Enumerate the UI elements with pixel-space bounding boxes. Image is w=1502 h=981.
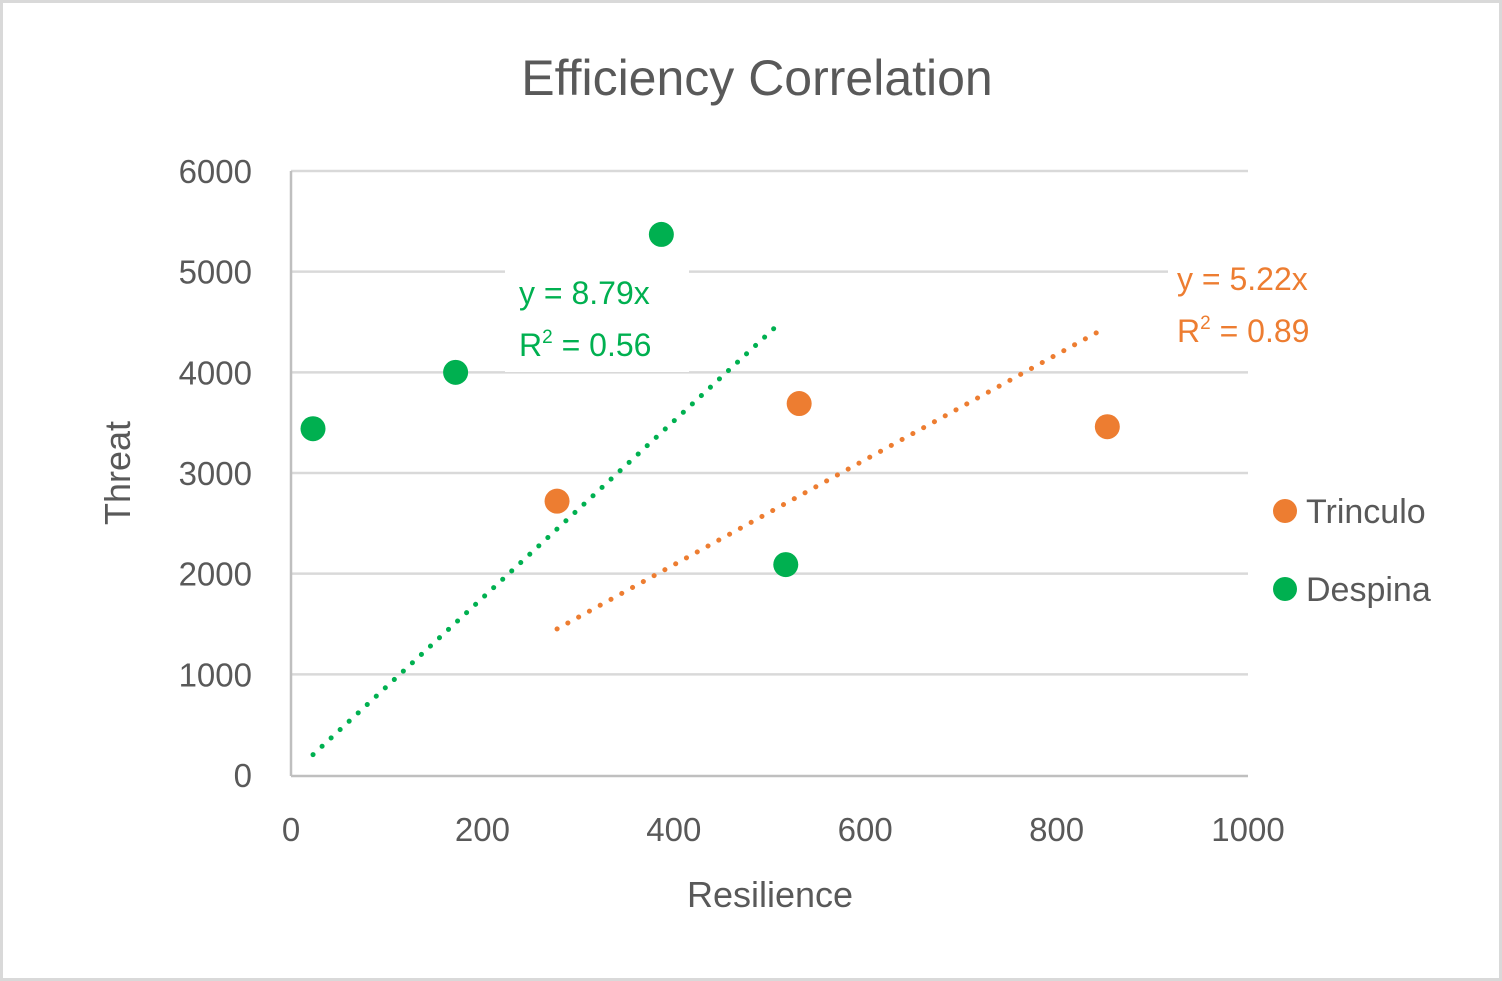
legend-label: Trinculo xyxy=(1306,493,1426,531)
data-point-trinculo xyxy=(786,391,812,417)
trendline-labels: y = 5.22x R2 = 0.89 y = 8.79x R2 = 0.56 xyxy=(505,250,1338,372)
y-tick-label: 1000 xyxy=(179,656,252,693)
legend-marker xyxy=(1273,577,1297,601)
data-point-despina xyxy=(773,552,799,578)
trendline-trinculo xyxy=(554,330,1100,632)
legend-label: Despina xyxy=(1306,571,1431,609)
data-point-trinculo xyxy=(1094,414,1120,440)
y-tick-label: 5000 xyxy=(179,254,252,291)
label-background xyxy=(1168,250,1338,340)
trendlines xyxy=(310,322,1100,758)
data-point-despina xyxy=(443,359,469,385)
data-point-despina xyxy=(648,221,674,247)
x-tick-label: 0 xyxy=(282,811,300,848)
trendline-label-despina: y = 8.79x R2 = 0.56 xyxy=(505,264,689,372)
r-squared: R2 = 0.89 xyxy=(1177,313,1309,349)
y-tick-label: 6000 xyxy=(179,153,252,190)
label-background xyxy=(505,264,689,372)
y-tick-label: 2000 xyxy=(179,556,252,593)
trendline-label-trinculo: y = 5.22x R2 = 0.89 xyxy=(1168,250,1338,349)
x-tick-label: 1000 xyxy=(1211,811,1284,848)
legend: Trinculo Despina xyxy=(1273,493,1431,609)
y-axis-title: Threat xyxy=(97,421,138,525)
x-tick-label: 200 xyxy=(455,811,510,848)
x-tick-label: 400 xyxy=(646,811,701,848)
trendline-equation: y = 8.79x xyxy=(519,275,650,311)
gridlines xyxy=(291,169,1248,676)
x-axis-title: Resilience xyxy=(687,874,853,915)
trendline-equation: y = 5.22x xyxy=(1177,261,1308,297)
x-tick-labels: 0 200 400 600 800 1000 xyxy=(282,811,1285,848)
legend-marker xyxy=(1273,499,1297,523)
legend-item-trinculo: Trinculo xyxy=(1273,493,1426,531)
x-tick-label: 800 xyxy=(1029,811,1084,848)
r-squared: R2 = 0.56 xyxy=(519,327,651,363)
data-point-trinculo xyxy=(544,488,570,514)
y-tick-labels: 0 1000 2000 3000 4000 5000 6000 xyxy=(179,153,252,794)
chart-title: Efficiency Correlation xyxy=(521,50,993,106)
axes xyxy=(289,171,1248,778)
y-tick-label: 3000 xyxy=(179,455,252,492)
data-point-despina xyxy=(300,416,326,442)
trendline-despina xyxy=(310,322,780,758)
y-tick-label: 4000 xyxy=(179,354,252,391)
y-tick-label: 0 xyxy=(234,757,252,794)
x-tick-label: 600 xyxy=(838,811,893,848)
data-points xyxy=(300,221,1120,578)
legend-item-despina: Despina xyxy=(1273,571,1431,609)
